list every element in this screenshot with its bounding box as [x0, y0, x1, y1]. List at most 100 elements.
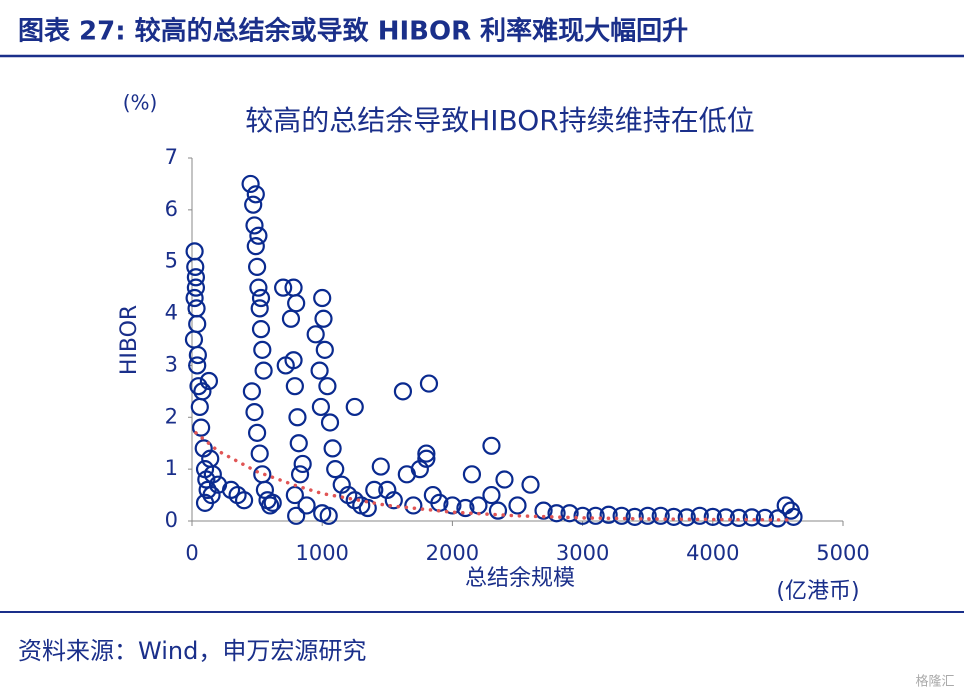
- scatter-point: [261, 496, 280, 515]
- scatter-point: [242, 382, 261, 401]
- scatter-point: [495, 470, 514, 489]
- x-tick-label: 4000: [686, 541, 739, 565]
- scatter-point: [263, 493, 282, 512]
- scatter-point: [404, 496, 423, 515]
- y-axis-label: HIBOR: [117, 305, 142, 375]
- scatter-point: [315, 340, 334, 359]
- scatter-point: [186, 278, 206, 297]
- chart-title: 较高的总结余导致HIBOR持续维持在低位: [245, 104, 755, 137]
- scatter-point: [249, 226, 268, 245]
- y-tick-label: 6: [165, 197, 178, 221]
- scatter-point: [534, 501, 553, 520]
- scatter-point: [188, 345, 207, 365]
- scatter-point: [677, 508, 696, 527]
- y-tick-label: 3: [165, 352, 178, 376]
- scatter-point: [245, 403, 264, 422]
- scatter-point: [297, 496, 316, 515]
- scatter-point: [547, 504, 566, 523]
- scatter-point: [185, 288, 204, 308]
- scatter-point: [612, 506, 631, 525]
- scatter-point: [306, 325, 325, 344]
- scatter-point: [285, 377, 304, 396]
- x-axis-label: 总结余规模: [465, 566, 575, 591]
- scatter-point: [248, 257, 267, 276]
- scatter-point: [188, 356, 207, 375]
- scatter-point: [508, 496, 527, 515]
- scatter-point: [586, 506, 605, 525]
- scatter-point: [729, 508, 748, 527]
- scatter-point: [314, 309, 333, 328]
- y-tick-label: 0: [165, 508, 178, 532]
- scatter-point: [703, 507, 722, 526]
- scatter-point: [638, 506, 657, 525]
- scatter-point: [203, 465, 222, 484]
- x-tick-label: 5000: [816, 541, 869, 565]
- scatter-point: [253, 465, 272, 484]
- y-tick-label: 1: [165, 456, 178, 480]
- scatter-point: [318, 377, 337, 396]
- scatter-point: [784, 507, 803, 526]
- scatter-point: [289, 434, 308, 453]
- scatter-point: [371, 457, 390, 476]
- scatter-point: [664, 507, 683, 526]
- scatter-point: [246, 185, 265, 204]
- scatter-point: [251, 288, 271, 308]
- scatter-point: [185, 242, 204, 261]
- y-tick-label: 5: [165, 249, 178, 273]
- scatter-point: [287, 294, 306, 313]
- watermark: 格隆汇: [915, 674, 954, 690]
- scatter-point: [417, 449, 436, 468]
- scatter-point: [560, 504, 579, 523]
- y-unit: (%): [123, 91, 158, 115]
- x-tick-label: 2000: [426, 541, 479, 565]
- scatter-point: [417, 444, 436, 463]
- scatter-point: [245, 216, 264, 235]
- scatter-point: [186, 268, 206, 287]
- scatter-point: [186, 257, 205, 276]
- scatter-point: [456, 498, 475, 518]
- scatter-point: [274, 278, 293, 297]
- scatter-point: [313, 288, 332, 308]
- scatter-point: [625, 507, 644, 526]
- x-tick-label: 0: [185, 541, 198, 565]
- x-tick-label: 1000: [295, 541, 348, 565]
- scatter-point: [393, 382, 413, 401]
- scatter-point: [419, 374, 439, 393]
- scatter-point: [288, 408, 307, 427]
- scatter-point: [251, 320, 271, 339]
- scatter-point: [248, 423, 267, 442]
- scatter-point: [599, 505, 618, 524]
- scatter-point: [284, 278, 303, 297]
- scatter-point: [742, 508, 761, 527]
- scatter-point: [320, 413, 340, 432]
- trend-line: [194, 431, 793, 522]
- scatter-point: [254, 361, 273, 380]
- scatter-point: [443, 496, 462, 515]
- source: 资料来源：Wind，申万宏源研究: [18, 637, 366, 665]
- scatter-point: [290, 465, 310, 484]
- scatter-point: [311, 397, 330, 417]
- scatter-point: [319, 506, 338, 525]
- scatter-point: [287, 506, 306, 525]
- scatter-point: [573, 506, 592, 525]
- scatter-point: [284, 351, 303, 370]
- scatter-point: [482, 436, 501, 455]
- scatter-point: [199, 371, 219, 391]
- scatter-point: [310, 361, 329, 380]
- scatter-point: [190, 397, 209, 417]
- scatter-point: [249, 278, 268, 297]
- scatter-point: [482, 485, 501, 505]
- scatter-point: [384, 491, 403, 510]
- scatter-point: [241, 174, 260, 194]
- y-tick-label: 2: [165, 404, 178, 428]
- scatter-point: [255, 480, 275, 499]
- y-tick-label: 4: [165, 301, 178, 325]
- scatter-point: [462, 465, 482, 484]
- page-title: 图表 27: 较高的总结余或导致 HIBOR 利率难现大幅回升: [18, 16, 688, 47]
- scatter-point: [690, 506, 709, 525]
- scatter-point: [326, 460, 345, 479]
- scatter-point: [755, 508, 774, 527]
- scatter-point: [651, 506, 670, 525]
- scatter-point: [184, 330, 204, 349]
